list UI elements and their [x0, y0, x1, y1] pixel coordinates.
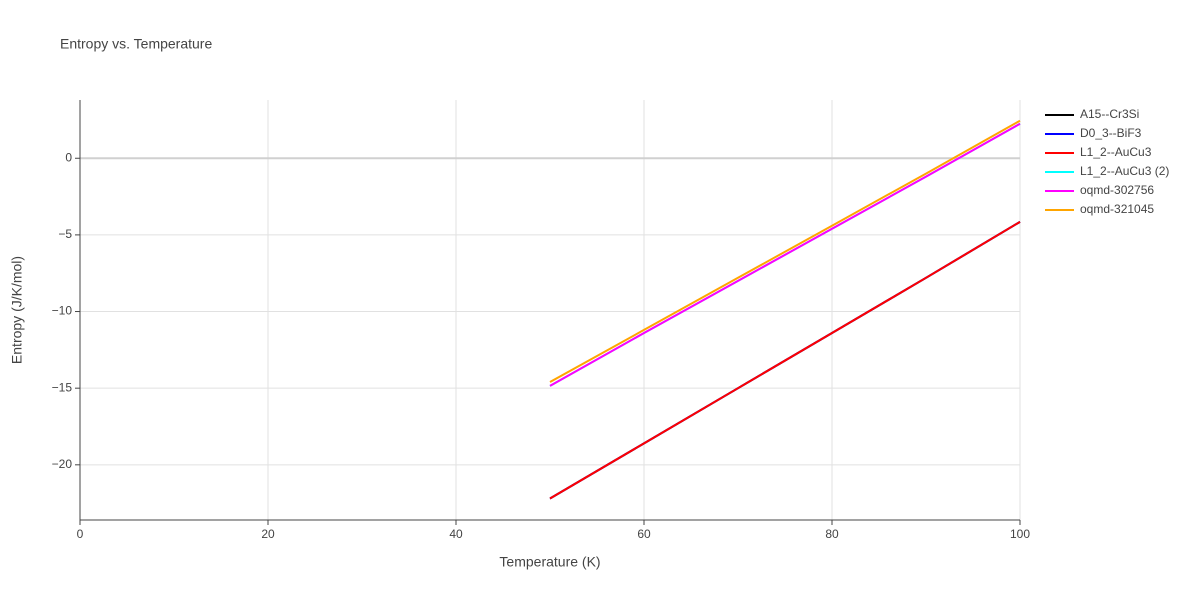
x-tick-label: 40 — [449, 527, 463, 541]
series-line — [549, 122, 1021, 387]
series-line — [549, 221, 1021, 500]
x-tick-label: 0 — [77, 527, 84, 541]
y-tick-label: −15 — [52, 380, 73, 394]
x-tick-label: 20 — [261, 527, 275, 541]
legend-label: oqmd-302756 — [1080, 183, 1154, 197]
y-tick-label: −10 — [52, 304, 73, 318]
legend-label: oqmd-321045 — [1080, 202, 1154, 216]
legend-label: L1_2--AuCu3 — [1080, 145, 1152, 159]
x-axis-label: Temperature (K) — [499, 554, 600, 570]
series-line — [549, 119, 1021, 383]
y-tick-label: −20 — [52, 457, 73, 471]
chart-title: Entropy vs. Temperature — [60, 36, 212, 52]
x-tick-label: 80 — [825, 527, 839, 541]
legend-label: D0_3--BiF3 — [1080, 126, 1142, 140]
y-tick-label: −5 — [58, 227, 72, 241]
legend-label: A15--Cr3Si — [1080, 107, 1139, 121]
x-tick-label: 60 — [637, 527, 651, 541]
y-axis-label: Entropy (J/K/mol) — [9, 256, 25, 364]
legend-label: L1_2--AuCu3 (2) — [1080, 164, 1169, 178]
x-tick-label: 100 — [1010, 527, 1030, 541]
y-tick-label: 0 — [65, 150, 72, 164]
